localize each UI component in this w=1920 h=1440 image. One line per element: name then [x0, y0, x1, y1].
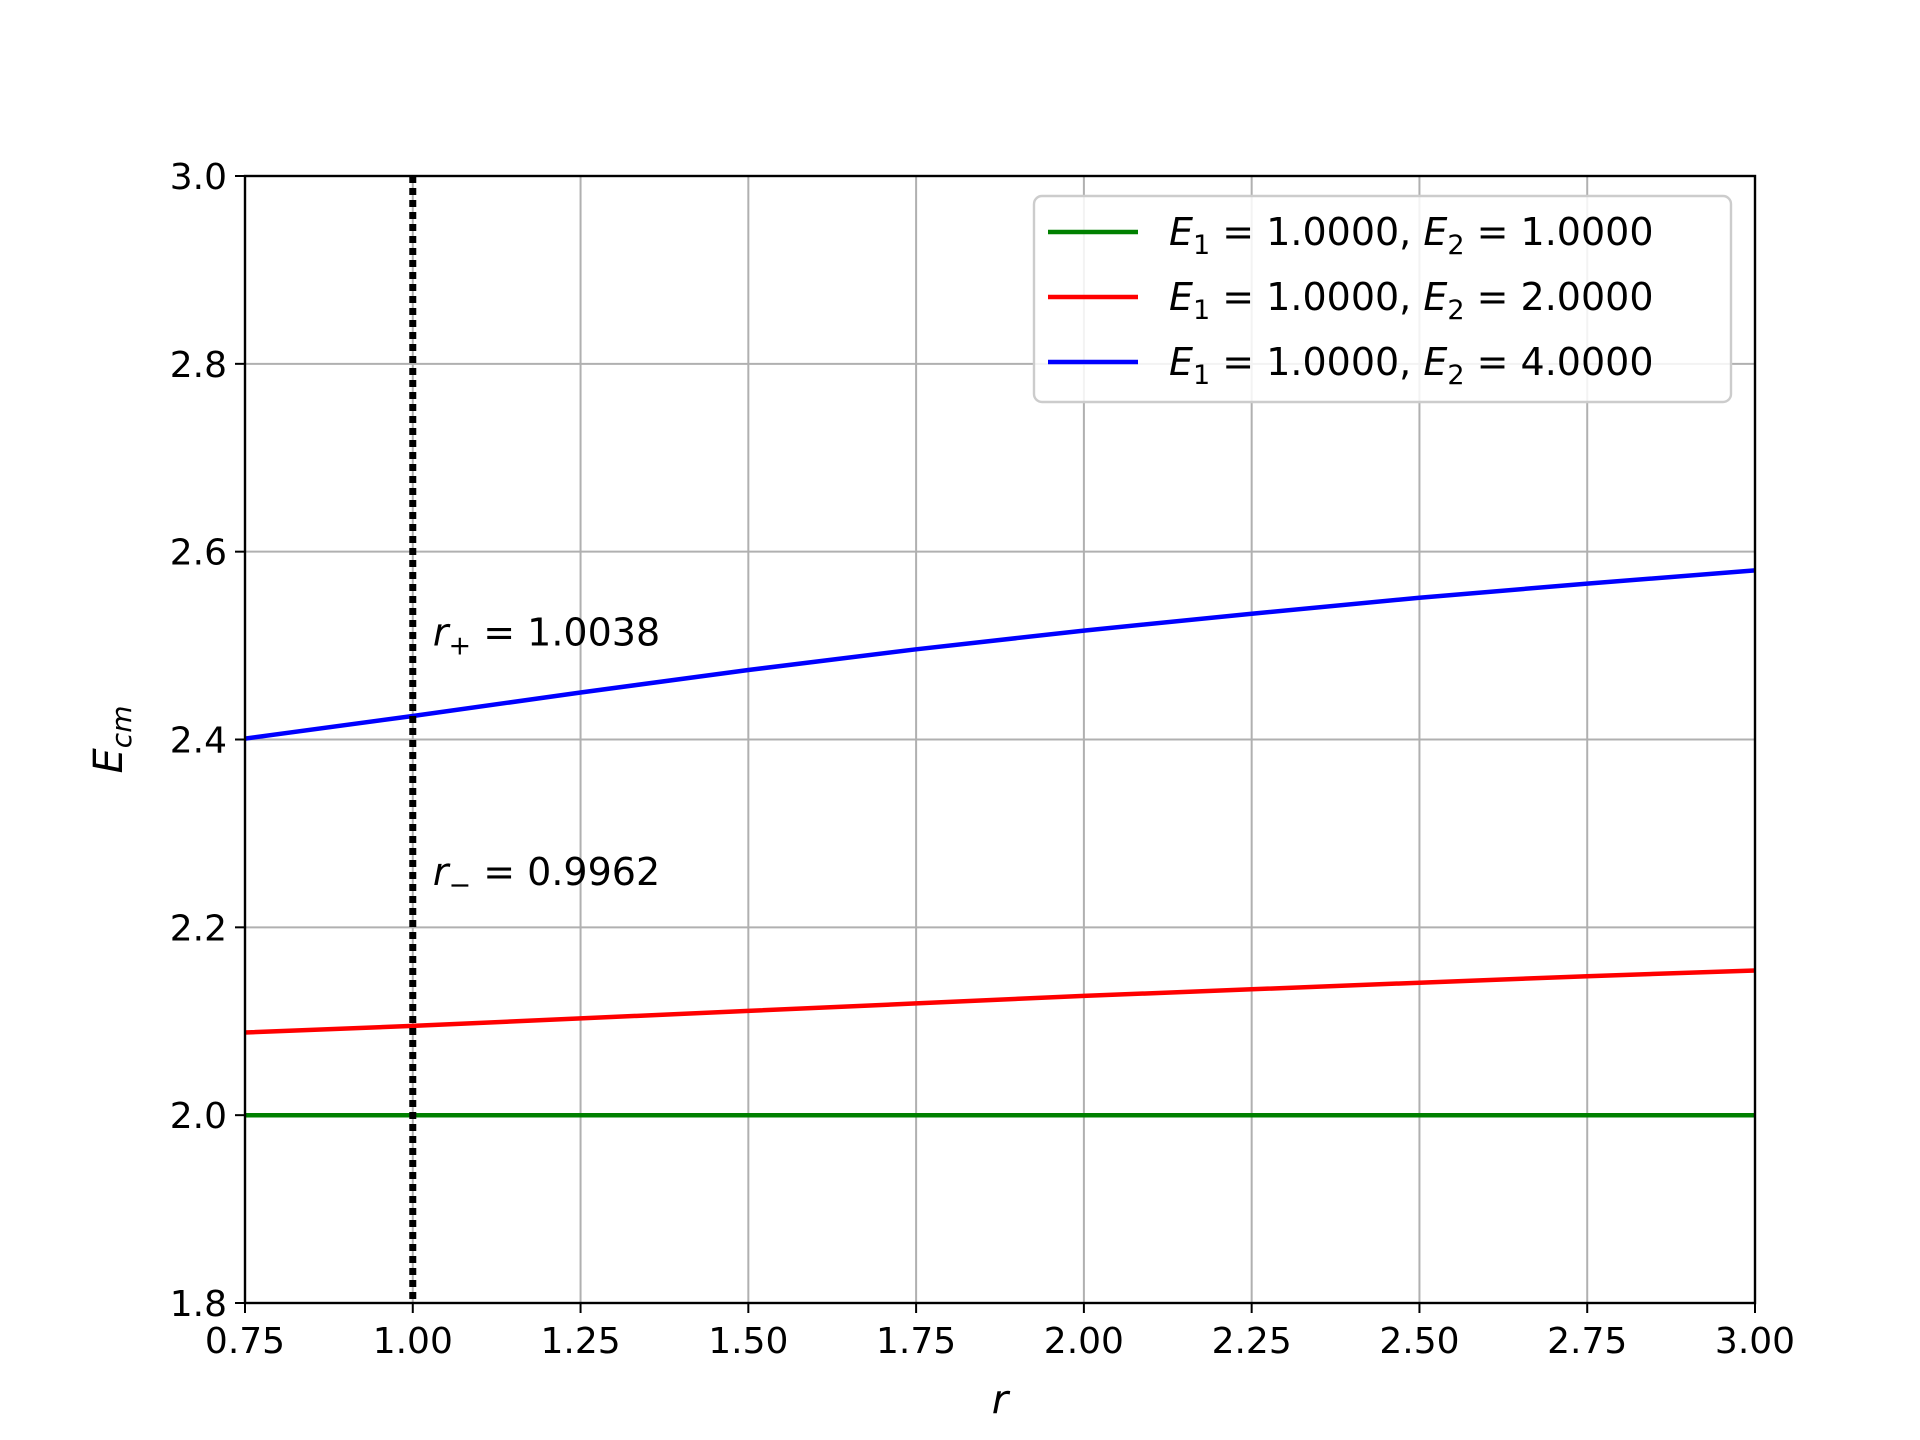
- y-tick-label: 2.0: [170, 1096, 227, 1137]
- x-tick-label: 1.00: [373, 1321, 453, 1362]
- series-line-3: [244, 568, 1756, 741]
- x-tick-label: 2.00: [1044, 1321, 1124, 1362]
- y-tick-label: 2.6: [170, 533, 227, 574]
- series-line-2: [244, 968, 1756, 1035]
- legend-box: [1032, 194, 1733, 404]
- annotation-layer: r+ = 1.0038 r− = 0.9962: [409, 176, 660, 1303]
- y-tick-label: 3.0: [170, 157, 227, 198]
- x-tick-label: 1.75: [876, 1321, 956, 1362]
- axis-ticks: 0.75 1.00 1.25 1.50 1.75 2.00 2.25 2.50 2.75 3.00…: [170, 157, 1795, 1362]
- x-tick-label: 2.50: [1379, 1321, 1459, 1362]
- legend-entry-3: E1 = 1.0000, E2 = 4.0000: [1169, 340, 1654, 391]
- y-tick-label: 2.4: [170, 721, 227, 762]
- annotation-1: r+ = 1.0038: [433, 611, 660, 662]
- y-axis-label-main: E: [86, 747, 132, 773]
- y-axis-label-subscript: cm: [105, 706, 138, 749]
- x-tick-label: 1.25: [540, 1321, 620, 1362]
- y-tick-label: 2.8: [170, 345, 227, 386]
- legend: E1 = 1.0000, E2 = 1.0000 E1 = 1.0000, E2 …: [1032, 194, 1733, 404]
- series-layer: [244, 568, 1756, 1118]
- y-axis-label: Ecm: [86, 706, 138, 774]
- x-tick-label: 2.75: [1547, 1321, 1627, 1362]
- y-tick-label: 2.2: [170, 908, 227, 949]
- x-tick-label: 2.25: [1212, 1321, 1292, 1362]
- x-axis-label: r: [992, 1377, 1011, 1423]
- x-tick-label: 0.75: [205, 1321, 285, 1362]
- y-tick-label: 1.8: [170, 1284, 227, 1325]
- legend-entry-2: E1 = 1.0000, E2 = 2.0000: [1169, 275, 1654, 326]
- annotation-2: r− = 0.9962: [433, 850, 660, 901]
- legend-entry-1: E1 = 1.0000, E2 = 1.0000: [1169, 210, 1654, 261]
- x-tick-label: 1.50: [708, 1321, 788, 1362]
- x-tick-label: 3.00: [1715, 1321, 1795, 1362]
